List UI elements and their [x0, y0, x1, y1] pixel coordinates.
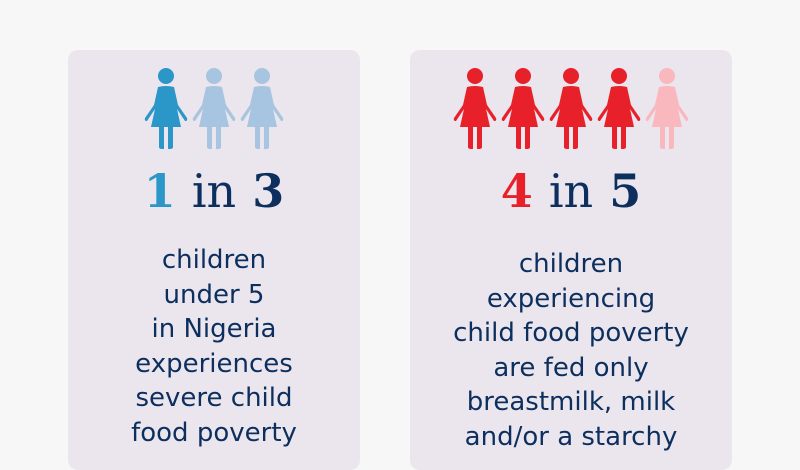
desc-line: children	[518, 249, 624, 279]
desc-line: food poverty	[131, 417, 297, 448]
desc-line: child food poverty	[453, 318, 689, 348]
stat-in: in	[191, 164, 237, 218]
woman-icon	[549, 68, 593, 149]
desc-line: children	[161, 245, 267, 275]
woman-icon	[501, 68, 545, 149]
stat-card-feeding: 4 in 5 children experiencing child food …	[410, 50, 732, 470]
woman-icon	[453, 68, 497, 149]
woman-icon	[240, 68, 284, 149]
stat-denominator: 5	[609, 164, 642, 218]
woman-icon	[645, 68, 689, 149]
stat-ratio: 4 in 5	[410, 163, 732, 219]
stat-description: children experiencing child food poverty…	[410, 247, 732, 454]
icon-row	[410, 67, 732, 149]
desc-line: and/or a starchy	[464, 421, 678, 452]
woman-icon	[597, 68, 641, 149]
woman-icon	[144, 68, 188, 149]
desc-line: are fed only	[493, 352, 649, 383]
desc-line: severe child	[135, 383, 293, 413]
desc-line: in Nigeria	[151, 314, 277, 344]
stat-card-severe-poverty: 1 in 3 children under 5 in Nigeria exper…	[68, 50, 360, 470]
desc-line: under 5	[163, 279, 265, 310]
desc-line: experiencing	[486, 283, 656, 314]
desc-line: breastmilk, milk	[466, 387, 676, 417]
stat-denominator: 3	[252, 164, 285, 218]
stat-numerator: 1	[143, 164, 176, 218]
stat-numerator: 4	[500, 164, 533, 218]
icon-row	[68, 67, 360, 149]
stat-description: children under 5 in Nigeria experiences …	[68, 243, 360, 450]
stat-ratio: 1 in 3	[68, 163, 360, 219]
desc-line: experiences	[135, 348, 293, 379]
stat-in: in	[548, 164, 594, 218]
woman-icon	[192, 68, 236, 149]
